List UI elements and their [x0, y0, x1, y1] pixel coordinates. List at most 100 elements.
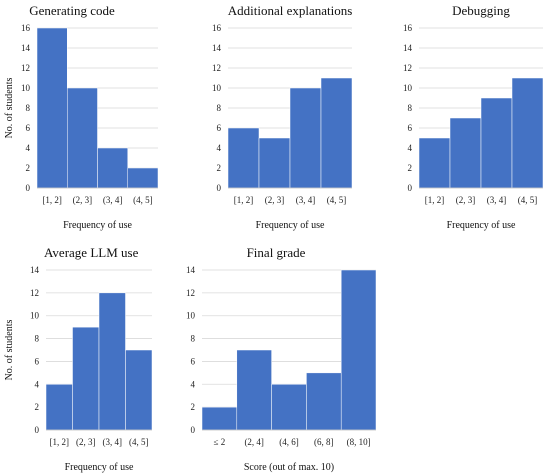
- y-tick-label: 10: [212, 83, 222, 93]
- y-tick-label: 2: [217, 163, 222, 173]
- x-tick-label: (2, 3]: [456, 195, 476, 205]
- y-tick-label: 12: [21, 63, 30, 73]
- chart-title: Additional explanations: [228, 3, 353, 18]
- x-tick-label: (3, 4]: [296, 195, 316, 205]
- y-tick-label: 4: [217, 143, 222, 153]
- chart-title: Generating code: [29, 3, 115, 18]
- histogram-bar: [289, 87, 322, 189]
- histogram-bar: [511, 77, 544, 189]
- histogram-panel: Final grade 0 2 4 6 8 10 12 14 ≤ 2 (2, 4] (4, 6] (6,…: [186, 245, 377, 473]
- y-tick-label: 4: [26, 143, 31, 153]
- histogram-bar: [271, 384, 307, 431]
- histogram-panel: Average LLM use 0 2 4 6 8 10 12 14 [1, 2] (2, 3] (3…: [4, 245, 153, 473]
- x-tick-label: (2, 4]: [244, 437, 264, 447]
- histogram-bar: [306, 372, 342, 431]
- histogram-bar: [97, 147, 128, 189]
- x-tick-label: (4, 6]: [279, 437, 299, 447]
- chart-title: Average LLM use: [44, 245, 139, 260]
- y-tick-label: 10: [186, 311, 196, 321]
- chart-title: Debugging: [452, 3, 510, 18]
- y-tick-label: 0: [408, 183, 413, 193]
- x-tick-label: (4, 5]: [518, 195, 538, 205]
- y-axis-label: No. of students: [4, 319, 15, 380]
- y-tick-label: 10: [30, 311, 40, 321]
- x-tick-label: ≤ 2: [214, 437, 226, 447]
- x-axis-label: Frequency of use: [256, 220, 325, 231]
- y-tick-label: 8: [26, 103, 31, 113]
- x-axis-label: Score (out of max. 10): [244, 462, 334, 473]
- histogram-bar: [480, 97, 513, 189]
- histogram-bar: [258, 137, 291, 189]
- y-tick-label: 12: [186, 288, 195, 298]
- x-tick-label: (4, 5]: [133, 195, 153, 205]
- x-tick-label: (8, 10]: [347, 437, 371, 447]
- y-tick-label: 14: [186, 265, 196, 275]
- x-tick-label: [1, 2]: [42, 195, 62, 205]
- x-tick-label: (4, 5]: [327, 195, 347, 205]
- x-tick-label: (6, 8]: [314, 437, 334, 447]
- y-tick-label: 10: [403, 83, 413, 93]
- y-tick-label: 0: [191, 425, 196, 435]
- x-axis-label: Frequency of use: [65, 462, 134, 473]
- x-tick-label: [1, 2]: [50, 437, 70, 447]
- y-tick-label: 12: [30, 288, 39, 298]
- x-tick-label: [1, 2]: [425, 195, 445, 205]
- y-tick-label: 4: [35, 379, 40, 389]
- y-tick-label: 12: [212, 63, 221, 73]
- histogram-bar: [45, 384, 73, 431]
- histogram-bar: [320, 77, 353, 189]
- histogram-bar: [98, 292, 126, 431]
- histogram-panel: Generating code 0 2 4 6 8 10 12 14 16 [1, 2] (2, 3]…: [4, 3, 159, 231]
- chart-title: Final grade: [247, 245, 306, 260]
- y-tick-label: 2: [35, 402, 40, 412]
- histogram-bar: [227, 127, 260, 189]
- histogram-bar: [449, 117, 482, 189]
- x-axis-label: Frequency of use: [63, 220, 132, 231]
- y-tick-label: 14: [403, 43, 413, 53]
- histogram-bar: [125, 349, 153, 431]
- y-tick-label: 0: [26, 183, 31, 193]
- y-tick-label: 6: [35, 356, 40, 366]
- x-tick-label: (3, 4]: [487, 195, 507, 205]
- y-tick-label: 8: [217, 103, 222, 113]
- histogram-bar: [340, 269, 377, 431]
- y-tick-label: 2: [191, 402, 196, 412]
- y-tick-label: 10: [21, 83, 31, 93]
- x-tick-label: (3, 4]: [103, 437, 123, 447]
- x-tick-label: (3, 4]: [103, 195, 123, 205]
- histogram-bar: [72, 326, 100, 431]
- y-tick-label: 16: [403, 23, 413, 33]
- y-tick-label: 8: [35, 334, 40, 344]
- y-tick-label: 14: [212, 43, 222, 53]
- histogram-bar: [418, 137, 451, 189]
- histogram-panel: Additional explanations 0 2 4 6 8 10 12 14 16 [1, …: [212, 3, 352, 231]
- y-tick-label: 8: [191, 334, 196, 344]
- x-axis-label: Frequency of use: [447, 220, 516, 231]
- histogram-bar: [236, 349, 272, 431]
- y-tick-label: 14: [21, 43, 31, 53]
- x-tick-label: (4, 5]: [129, 437, 149, 447]
- histogram-bar: [127, 167, 159, 189]
- x-tick-label: (2, 3]: [76, 437, 96, 447]
- y-tick-label: 0: [217, 183, 222, 193]
- y-tick-label: 16: [212, 23, 222, 33]
- y-axis-label: No. of students: [4, 77, 15, 138]
- histogram-panel: Debugging 0 2 4 6 8 10 12 14 16 [1, 2] (2, 3] (3, 4]…: [403, 3, 544, 231]
- y-tick-label: 4: [408, 143, 413, 153]
- y-tick-label: 16: [21, 23, 31, 33]
- x-tick-label: [1, 2]: [234, 195, 254, 205]
- y-tick-label: 2: [26, 163, 31, 173]
- y-tick-label: 6: [26, 123, 31, 133]
- y-tick-label: 8: [408, 103, 413, 113]
- y-tick-label: 2: [408, 163, 413, 173]
- histogram-bar: [201, 406, 238, 431]
- y-tick-label: 14: [30, 265, 40, 275]
- y-tick-label: 6: [217, 123, 222, 133]
- y-tick-label: 6: [191, 356, 196, 366]
- histogram-bar: [67, 87, 98, 189]
- y-tick-label: 4: [191, 379, 196, 389]
- x-tick-label: (2, 3]: [265, 195, 285, 205]
- x-tick-label: (2, 3]: [73, 195, 93, 205]
- y-tick-label: 12: [403, 63, 412, 73]
